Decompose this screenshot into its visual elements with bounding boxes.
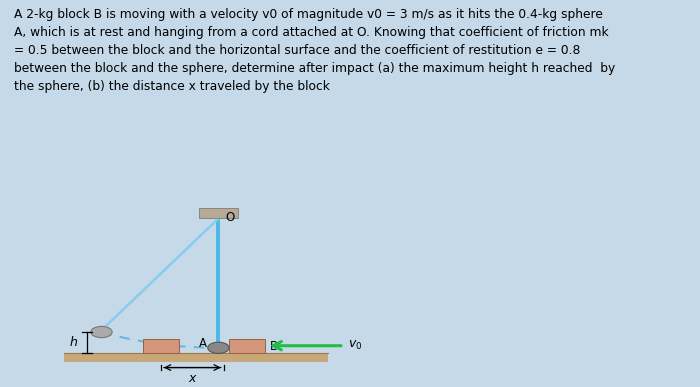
Text: A: A	[199, 337, 207, 350]
Text: h: h	[69, 336, 77, 349]
Circle shape	[208, 342, 229, 353]
Bar	[143, 339, 179, 353]
Text: A 2-kg block B is moving with a velocity v0 of magnitude v0 = 3 m/s as it hits t: A 2-kg block B is moving with a velocity…	[14, 8, 615, 93]
Bar	[199, 208, 238, 218]
Bar	[229, 339, 265, 353]
Text: x: x	[189, 372, 196, 385]
Text: $v_0$: $v_0$	[348, 339, 363, 352]
Text: B: B	[270, 340, 278, 353]
Bar	[64, 353, 328, 362]
Circle shape	[91, 326, 112, 338]
Text: O: O	[225, 211, 234, 224]
